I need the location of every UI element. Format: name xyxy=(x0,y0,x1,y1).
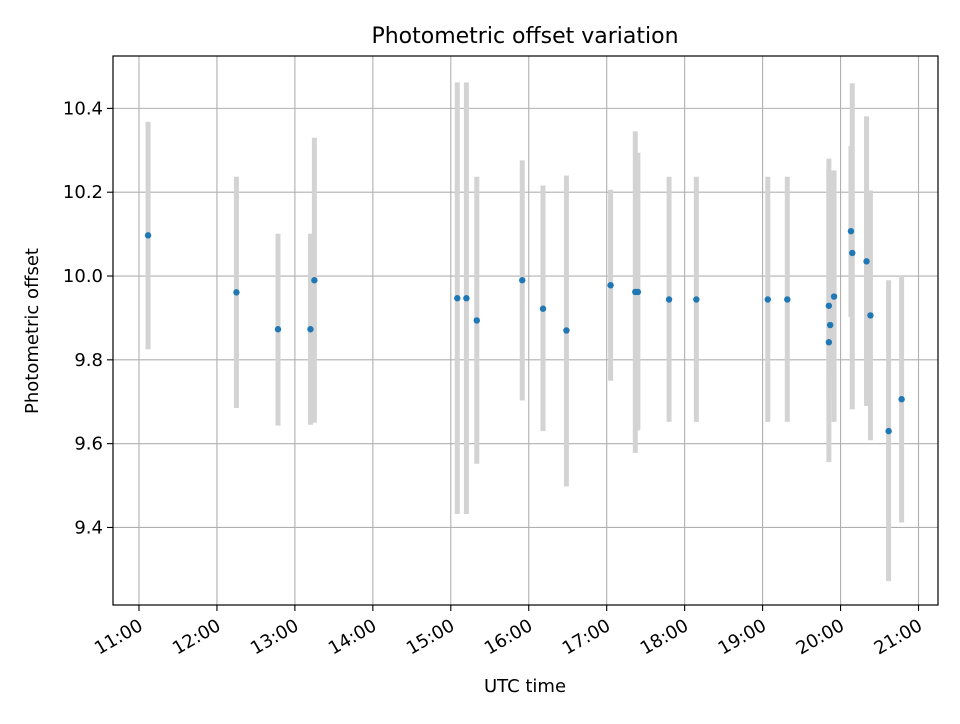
data-point xyxy=(311,277,318,284)
data-point xyxy=(539,305,547,312)
y-tick-label: 10.2 xyxy=(63,182,103,203)
data-point xyxy=(463,295,470,302)
data-point xyxy=(634,288,642,296)
grid-layer xyxy=(113,56,938,605)
data-point xyxy=(144,232,152,239)
chart-title: Photometric offset variation xyxy=(371,24,678,49)
data-point xyxy=(274,326,282,333)
data-point xyxy=(693,296,700,303)
data-point xyxy=(885,427,892,435)
data-point xyxy=(233,289,240,296)
data-point xyxy=(826,321,834,329)
y-axis-ticks: 9.4 9.6 9.8 10.0 10.2 10.4 xyxy=(63,98,113,538)
y-tick-label: 9.6 xyxy=(74,434,103,455)
plot-frame xyxy=(112,55,939,606)
y-tick-label: 9.8 xyxy=(74,350,103,371)
data-point xyxy=(847,227,855,235)
data-point xyxy=(898,396,905,403)
x-axis-ticks: 11:00 12:00 13:00 14:00 15:00 16:00 17:00 18:00… xyxy=(91,605,926,659)
point-layer xyxy=(144,227,905,435)
data-point xyxy=(849,249,856,257)
x-axis-label: UTC time xyxy=(484,676,566,697)
data-point xyxy=(867,312,874,319)
data-point xyxy=(665,296,673,303)
data-point xyxy=(307,326,314,333)
y-tick-label: 10.4 xyxy=(63,98,103,119)
y-axis-label: Photometric offset xyxy=(22,248,43,414)
data-point xyxy=(764,296,772,303)
data-point xyxy=(473,317,480,324)
data-point xyxy=(825,339,833,346)
data-point xyxy=(519,277,526,284)
data-point xyxy=(825,302,833,309)
data-point xyxy=(454,295,461,302)
data-point xyxy=(607,282,614,289)
data-point xyxy=(784,296,791,303)
data-point xyxy=(563,327,570,334)
data-point xyxy=(863,258,870,265)
y-tick-label: 10.0 xyxy=(63,266,103,287)
y-tick-label: 9.4 xyxy=(74,517,103,538)
data-point xyxy=(830,293,838,300)
